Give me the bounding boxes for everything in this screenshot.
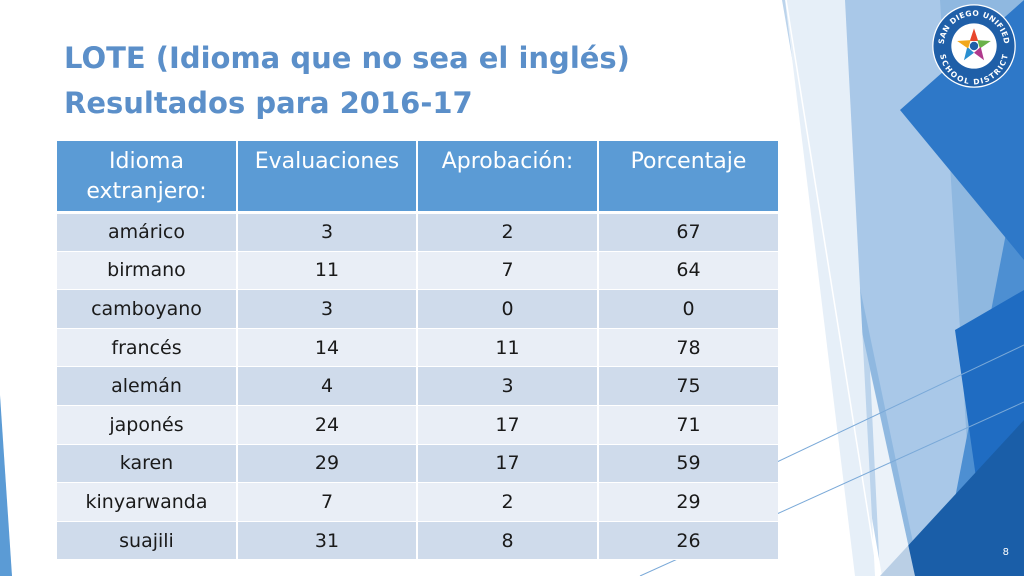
cell-evaluaciones: 7	[237, 482, 418, 522]
cell-porcentaje: 67	[598, 212, 778, 252]
cell-evaluaciones: 24	[237, 405, 418, 445]
cell-porcentaje: 75	[598, 366, 778, 406]
cell-evaluaciones: 3	[237, 212, 418, 252]
cell-porcentaje: 0	[598, 289, 778, 329]
table-row: camboyano 3 0 0	[57, 289, 778, 329]
cell-porcentaje: 71	[598, 405, 778, 445]
cell-aprobacion: 11	[417, 328, 599, 368]
cell-aprobacion: 17	[417, 405, 599, 445]
cell-idioma: karen	[57, 444, 238, 484]
cell-porcentaje: 26	[598, 521, 778, 561]
cell-evaluaciones: 4	[237, 366, 418, 406]
cell-porcentaje: 64	[598, 251, 778, 291]
cell-idioma: francés	[57, 328, 238, 368]
cell-aprobacion: 2	[417, 482, 599, 522]
header-idioma: Idioma extranjero:	[57, 141, 238, 214]
cell-porcentaje: 59	[598, 444, 778, 484]
results-table: Idioma extranjero: Evaluaciones Aprobaci…	[57, 141, 778, 561]
page-number: 8	[1002, 547, 1009, 558]
cell-aprobacion: 8	[417, 521, 599, 561]
district-logo-icon: SAN DIEGO UNIFIED SCHOOL DISTRICT	[932, 4, 1016, 88]
title-line-2: Resultados para 2016-17	[64, 86, 473, 120]
slide-title: LOTE (Idioma que no sea el inglés) Resul…	[64, 36, 630, 126]
table-row: birmano 11 7 64	[57, 251, 778, 291]
cell-idioma: japonés	[57, 405, 238, 445]
cell-porcentaje: 78	[598, 328, 778, 368]
cell-aprobacion: 7	[417, 251, 599, 291]
cell-evaluaciones: 3	[237, 289, 418, 329]
cell-evaluaciones: 14	[237, 328, 418, 368]
title-line-1: LOTE (Idioma que no sea el inglés)	[64, 41, 630, 75]
header-porcentaje: Porcentaje	[598, 141, 778, 214]
table-row: alemán 4 3 75	[57, 366, 778, 406]
table-row: japonés 24 17 71	[57, 405, 778, 445]
table-row: suajili 31 8 26	[57, 521, 778, 561]
cell-idioma: camboyano	[57, 289, 238, 329]
cell-evaluaciones: 29	[237, 444, 418, 484]
cell-porcentaje: 29	[598, 482, 778, 522]
header-evaluaciones: Evaluaciones	[237, 141, 418, 214]
table-row: francés 14 11 78	[57, 328, 778, 368]
table-header-row: Idioma extranjero: Evaluaciones Aprobaci…	[57, 141, 778, 214]
table-row: karen 29 17 59	[57, 444, 778, 484]
header-aprobacion: Aprobación:	[417, 141, 599, 214]
cell-idioma: alemán	[57, 366, 238, 406]
table-row: kinyarwanda 7 2 29	[57, 482, 778, 522]
cell-idioma: birmano	[57, 251, 238, 291]
cell-idioma: suajili	[57, 521, 238, 561]
cell-idioma: kinyarwanda	[57, 482, 238, 522]
cell-evaluaciones: 11	[237, 251, 418, 291]
cell-evaluaciones: 31	[237, 521, 418, 561]
cell-idioma: amárico	[57, 212, 238, 252]
cell-aprobacion: 17	[417, 444, 599, 484]
table-row: amárico 3 2 67	[57, 212, 778, 252]
cell-aprobacion: 3	[417, 366, 599, 406]
cell-aprobacion: 2	[417, 212, 599, 252]
cell-aprobacion: 0	[417, 289, 599, 329]
